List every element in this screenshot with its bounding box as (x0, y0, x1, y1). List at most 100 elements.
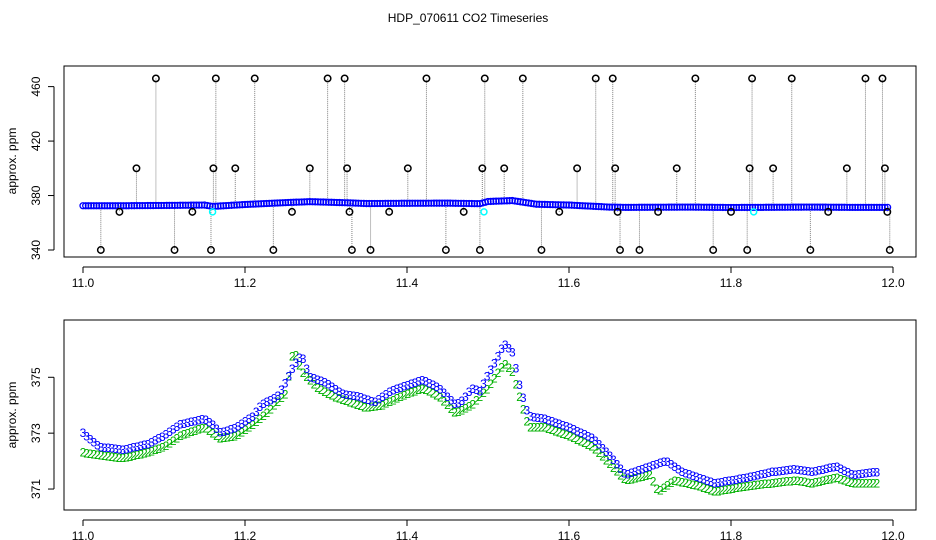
series-2-point: 2 (253, 415, 260, 429)
series-3-point: 3 (357, 391, 364, 405)
series-2-point: 2 (754, 478, 761, 492)
series-3-point: 3 (863, 467, 870, 481)
series-2-point: 2 (747, 479, 754, 493)
flagged-point (288, 207, 296, 216)
flagged-point (441, 246, 450, 254)
series-3-point: 3 (116, 442, 123, 456)
series-2-point: 2 (733, 481, 740, 495)
series-2-point: 2 (127, 450, 134, 464)
series-3-point: 3 (426, 376, 433, 390)
series-2-point: 2 (419, 382, 426, 396)
series-2-point: 2 (112, 450, 119, 464)
series-3-point: 3 (220, 425, 227, 439)
series-2-point: 2 (404, 387, 411, 401)
series-2-point: 2 (700, 481, 707, 495)
flagged-point (878, 74, 887, 83)
series-3-point: 3 (596, 438, 603, 452)
series-2-point: 2 (390, 393, 397, 407)
top-x-tick-label: 12.0 (881, 276, 905, 290)
series-2-point: 2 (318, 383, 325, 397)
flagged-point (96, 246, 105, 254)
series-3-point: 3 (841, 464, 848, 478)
flagged-point (883, 207, 892, 216)
series-3-point: 3 (834, 460, 841, 474)
flagged-point (269, 246, 278, 254)
series-3-point: 3 (365, 393, 372, 407)
series-3-point: 3 (184, 416, 191, 430)
series-2-point: 2 (289, 350, 296, 364)
baseline-point (883, 203, 892, 212)
series-2-point: 2 (639, 470, 646, 484)
series-2-point: 2 (267, 402, 274, 416)
series-2-point: 2 (679, 475, 686, 489)
series-2-point: 2 (603, 453, 610, 467)
series-3-point: 3 (300, 352, 307, 366)
series-3-point: 3 (827, 461, 834, 475)
bottom-y-tick-label: 373 (29, 423, 43, 443)
series-2-point: 2 (657, 483, 664, 497)
flagged-point (769, 164, 778, 173)
series-2-point: 2 (718, 484, 725, 498)
series-2-point: 2 (707, 483, 714, 497)
series-3-point: 3 (127, 441, 134, 455)
series-2-point: 2 (109, 450, 116, 464)
series-2-point: 2 (487, 377, 494, 391)
series-3-point: 3 (819, 463, 826, 477)
series-2-point: 2 (293, 349, 300, 363)
series-3-point: 3 (473, 383, 480, 397)
flagged-point (475, 246, 484, 254)
series-3-point: 3 (480, 377, 487, 391)
series-2-point: 2 (246, 421, 253, 435)
series-2-point: 2 (704, 482, 711, 496)
series-3-point: 3 (469, 382, 476, 396)
flagged-point (709, 246, 718, 254)
series-3-point: 3 (145, 437, 152, 451)
series-3-point: 3 (549, 415, 556, 429)
series-2-point: 2 (711, 485, 718, 499)
flagged-point (211, 74, 220, 83)
series-2-point: 2 (491, 372, 498, 386)
series-2-point: 2 (801, 475, 808, 489)
series-3-point: 3 (336, 385, 343, 399)
series-3-point: 3 (790, 463, 797, 477)
series-2-point: 2 (473, 394, 480, 408)
series-3-point: 3 (769, 465, 776, 479)
series-3-point: 3 (448, 393, 455, 407)
series-3-point: 3 (603, 445, 610, 459)
flagged-point (611, 164, 620, 173)
series-3-point: 3 (733, 473, 740, 487)
series-2-point: 2 (675, 475, 682, 489)
series-3-point: 3 (224, 424, 231, 438)
series-3-point: 3 (545, 413, 552, 427)
series-3-point: 3 (293, 356, 300, 370)
series-3-point: 3 (303, 362, 310, 376)
series-2-point: 2 (650, 474, 657, 488)
series-2-point: 2 (271, 399, 278, 413)
flagged-point (591, 74, 600, 83)
flagged-point (478, 164, 487, 173)
series-3-point: 3 (758, 468, 765, 482)
series-2-point: 2 (513, 377, 520, 391)
series-3-point: 3 (772, 465, 779, 479)
series-2-point: 2 (451, 406, 458, 420)
series-2-point: 2 (812, 476, 819, 490)
series-2-point: 2 (837, 472, 844, 486)
series-3-point: 3 (422, 374, 429, 388)
series-3-point: 3 (264, 395, 271, 409)
series-3-point: 3 (339, 387, 346, 401)
series-3-point: 3 (809, 465, 816, 479)
series-3-point: 3 (155, 432, 162, 446)
series-2-point: 2 (141, 447, 148, 461)
series-3-point: 3 (614, 458, 621, 472)
series-2-point: 2 (80, 446, 87, 460)
top-connector-lines (100, 78, 891, 250)
series-2-point: 2 (534, 421, 541, 435)
series-3-point: 3 (329, 380, 336, 394)
top-plot-frame (63, 65, 917, 258)
flagged-point (727, 207, 735, 216)
series-3-point: 3 (859, 467, 866, 481)
series-3-point: 3 (231, 421, 238, 435)
series-3-point: 3 (477, 384, 484, 398)
series-2-point: 2 (249, 418, 256, 432)
bottom-series-2-points: 2222222222222222222222222222222222222222… (80, 349, 881, 499)
